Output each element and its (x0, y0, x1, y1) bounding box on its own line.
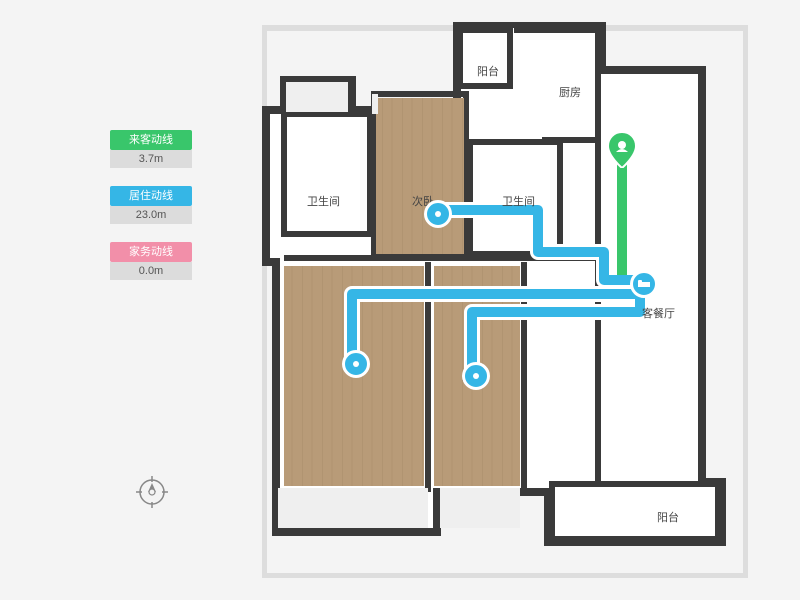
flow-endpoint (462, 362, 490, 390)
flow-endpoint (424, 200, 452, 228)
room-label-bath1: 卫生间 (307, 193, 340, 209)
room-label-balcony_bot: 阳台 (657, 509, 679, 525)
legend-value: 0.0m (110, 262, 192, 280)
room-label-bath2: 卫生间 (502, 193, 535, 209)
legend-label: 居住动线 (110, 186, 192, 206)
legend-value: 3.7m (110, 150, 192, 168)
flow-endpoint (342, 350, 370, 378)
flow-endpoint (630, 270, 658, 298)
legend-item-guest: 来客动线 3.7m (110, 130, 192, 168)
legend-label: 家务动线 (110, 242, 192, 262)
room-label-balcony_top: 阳台 (477, 63, 499, 79)
entry-pin (608, 132, 636, 168)
legend: 来客动线 3.7m 居住动线 23.0m 家务动线 0.0m (110, 130, 192, 298)
room-label-kitchen: 厨房 (559, 84, 581, 100)
legend-label: 来客动线 (110, 130, 192, 150)
legend-item-living: 居住动线 23.0m (110, 186, 192, 224)
compass-icon (135, 475, 169, 514)
legend-value: 23.0m (110, 206, 192, 224)
legend-item-chore: 家务动线 0.0m (110, 242, 192, 280)
room-label-living: 客餐厅 (642, 305, 675, 321)
floorplan: 阳台厨房卫生间次卧卫生间客餐厅主卧次卧阳台 (262, 22, 748, 578)
